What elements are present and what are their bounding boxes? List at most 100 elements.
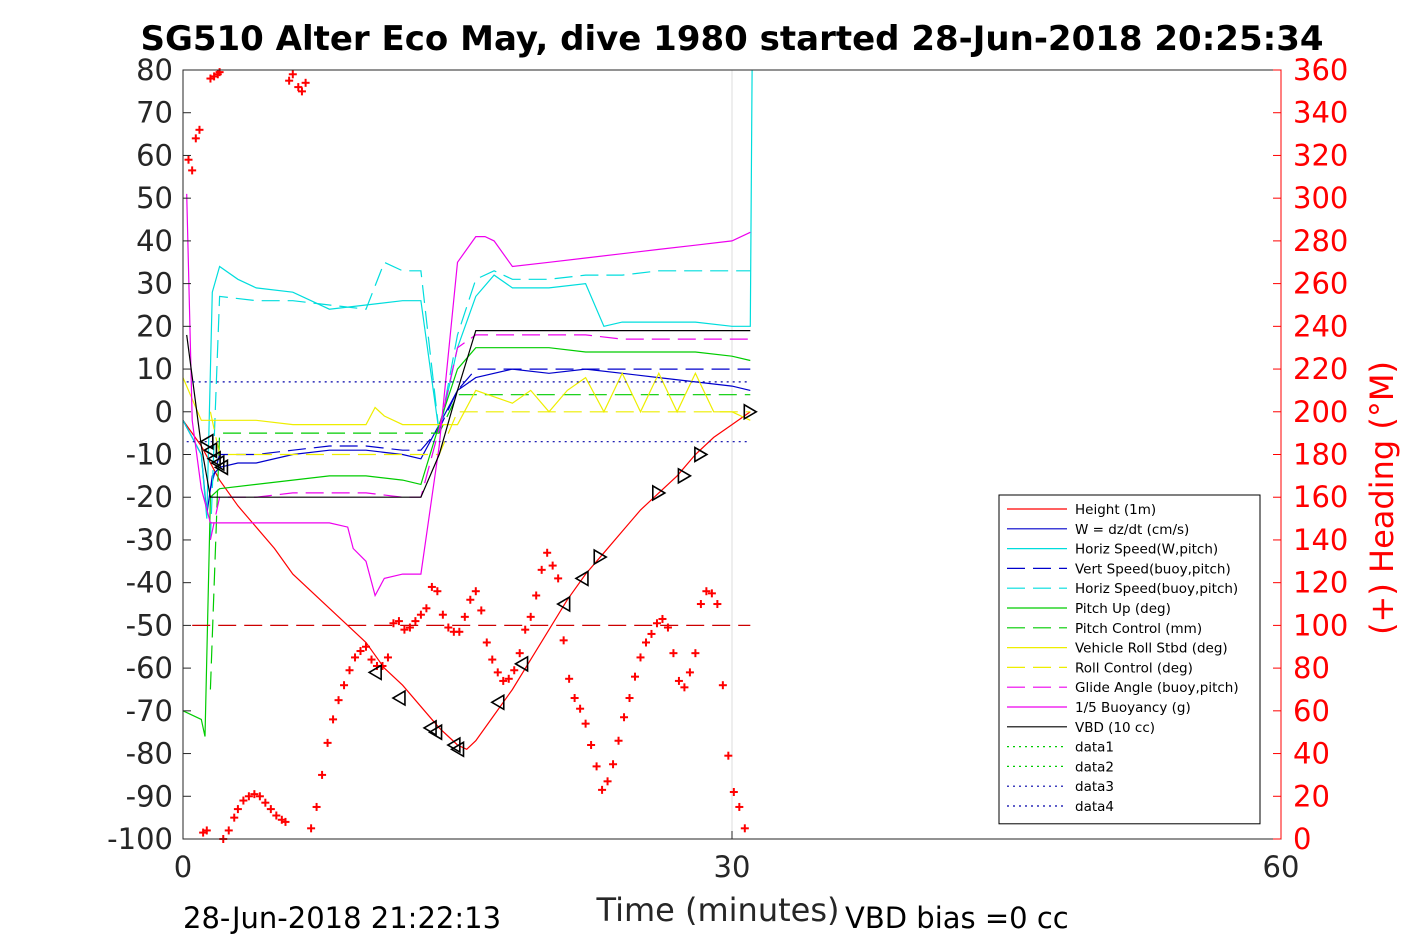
heading-point xyxy=(351,653,360,662)
heading-point xyxy=(565,674,574,683)
right-axis-label: (+) Heading (°M) xyxy=(1363,361,1401,635)
right-tick-label: 320 xyxy=(1293,138,1348,172)
heading-point xyxy=(532,591,541,600)
heading-point xyxy=(323,738,332,747)
heading-point xyxy=(592,762,601,771)
heading-point xyxy=(554,574,563,583)
heading-point xyxy=(416,610,425,619)
legend-entry: Horiz Speed(buoy,pitch) xyxy=(1075,581,1238,597)
left-tick-label: -70 xyxy=(126,694,173,728)
heading-point xyxy=(250,790,259,799)
heading-point xyxy=(466,595,475,604)
heading-point xyxy=(493,668,502,677)
left-tick-label: -50 xyxy=(126,608,173,642)
legend-entry: Pitch Control (mm) xyxy=(1075,621,1202,637)
triangle-point xyxy=(427,723,443,741)
left-tick-label: -90 xyxy=(126,779,173,813)
heading-point xyxy=(367,655,376,664)
heading-point xyxy=(389,619,398,628)
right-tick-label: 300 xyxy=(1293,181,1348,215)
heading-point xyxy=(652,619,661,628)
triangle-point xyxy=(593,548,608,566)
heading-point xyxy=(488,655,497,664)
right-tick-label: 200 xyxy=(1293,395,1348,429)
legend-entry: Vehicle Roll Stbd (deg) xyxy=(1075,641,1228,657)
legend-entry: VBD (10 cc) xyxy=(1075,720,1155,736)
left-tick-label: 30 xyxy=(136,267,173,301)
legend-entry: W = dz/dt (cm/s) xyxy=(1075,522,1189,538)
heading-point xyxy=(233,805,242,814)
triangle-point xyxy=(213,458,229,476)
heading-markers xyxy=(184,68,749,843)
right-tick-label: 60 xyxy=(1293,694,1330,728)
triangle-point xyxy=(391,689,406,707)
right-tick-label: 160 xyxy=(1293,480,1348,514)
heading-point xyxy=(718,681,727,690)
heading-point xyxy=(614,736,623,745)
heading-point xyxy=(669,649,678,658)
heading-point xyxy=(724,751,733,760)
series-line-3 xyxy=(209,368,751,489)
heading-point xyxy=(587,741,596,750)
heading-point xyxy=(674,676,683,685)
heading-point xyxy=(631,672,640,681)
heading-point xyxy=(658,614,667,623)
legend-entry: data1 xyxy=(1075,740,1114,756)
heading-point xyxy=(477,606,486,615)
triangle-point xyxy=(743,403,758,421)
triangle-point xyxy=(556,595,571,613)
heading-point xyxy=(285,76,294,85)
heading-point xyxy=(427,582,436,591)
legend-entry: 1/5 Buoyancy (g) xyxy=(1075,700,1191,716)
heading-point xyxy=(570,694,579,703)
heading-point xyxy=(334,696,343,705)
chart-title: SG510 Alter Eco May, dive 1980 started 2… xyxy=(140,19,1323,59)
x-axis-label: Time (minutes) xyxy=(596,891,840,929)
left-tick-label: 10 xyxy=(136,352,173,386)
left-tick-label: -30 xyxy=(126,523,173,557)
heading-point xyxy=(696,600,705,609)
left-tick-label: -40 xyxy=(126,566,173,600)
heading-point xyxy=(272,811,281,820)
heading-point xyxy=(521,625,530,634)
series-layer xyxy=(182,69,753,751)
heading-point xyxy=(411,617,420,626)
triangle-point xyxy=(513,655,529,673)
heading-point xyxy=(515,649,524,658)
legend-entry: data4 xyxy=(1075,799,1114,815)
series-line-0 xyxy=(182,411,751,751)
right-tick-label: 140 xyxy=(1293,523,1348,557)
right-tick-label: 0 xyxy=(1293,822,1311,856)
left-tick-label: -80 xyxy=(126,737,173,771)
heading-point xyxy=(548,561,557,570)
heading-point xyxy=(405,623,414,632)
heading-point xyxy=(620,713,629,722)
legend-entry: Glide Angle (buoy,pitch) xyxy=(1075,680,1239,696)
heading-point xyxy=(641,638,650,647)
heading-point xyxy=(543,548,552,557)
triangle-point xyxy=(367,663,382,681)
heading-point xyxy=(224,826,233,835)
heading-point xyxy=(576,704,585,713)
heading-point xyxy=(191,134,200,143)
right-tick-label: 240 xyxy=(1293,309,1348,343)
series-line-10 xyxy=(186,193,751,598)
right-tick-label: 100 xyxy=(1293,608,1348,642)
left-tick-label: 60 xyxy=(136,138,173,172)
heading-point xyxy=(460,612,469,621)
heading-point xyxy=(307,824,316,833)
heading-point xyxy=(394,617,403,626)
heading-point xyxy=(422,604,431,613)
right-tick-label: 220 xyxy=(1293,352,1348,386)
heading-point xyxy=(713,600,722,609)
x-tick-label: 60 xyxy=(1263,850,1300,884)
legend-entry: data3 xyxy=(1075,779,1114,795)
right-tick-label: 180 xyxy=(1293,438,1348,472)
triangle-point xyxy=(490,693,505,711)
heading-point xyxy=(647,629,656,638)
heading-point xyxy=(261,798,270,807)
heading-point xyxy=(537,565,546,574)
heading-point xyxy=(195,125,204,134)
heading-point xyxy=(255,792,264,801)
